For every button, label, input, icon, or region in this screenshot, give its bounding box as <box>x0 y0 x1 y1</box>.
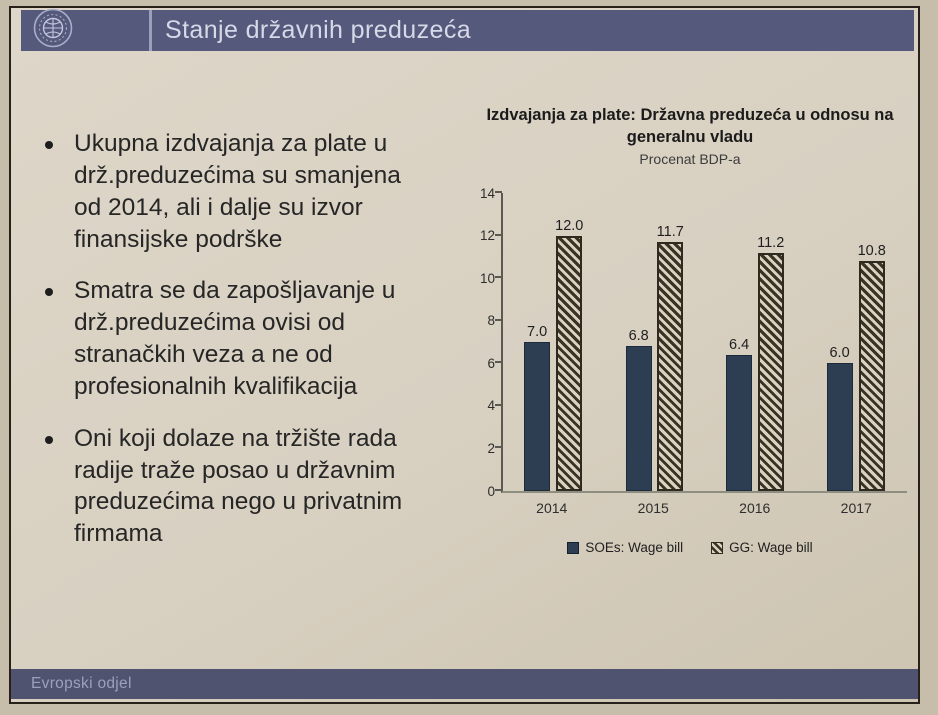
bar-column: 7.0 <box>524 323 551 491</box>
y-axis-tick <box>495 446 502 449</box>
legend-solid-swatch-icon <box>567 541 580 554</box>
bullet-item-3: Oni koji dolaze na tržište rada radije t… <box>41 423 423 550</box>
footer-label: Evropski odjel <box>31 675 132 692</box>
bar-soes-2015 <box>625 346 652 491</box>
bar-value-label: 10.8 <box>857 242 886 259</box>
bullet-item-1: Ukupna izdvajanja za plate u drž.preduze… <box>41 128 423 255</box>
x-axis-label: 2016 <box>739 500 771 516</box>
bar-value-label: 6.0 <box>829 344 850 361</box>
bar-gg-2015 <box>657 242 684 491</box>
y-axis-tick-label: 12 <box>479 227 495 243</box>
y-axis-tick <box>495 489 502 491</box>
bar-column: 6.4 <box>726 336 753 491</box>
bar-value-label: 6.4 <box>729 336 750 353</box>
legend-label: SOEs: Wage bill <box>585 540 684 555</box>
logo-box <box>21 8 149 53</box>
bar-gg-2014 <box>556 236 583 491</box>
bar-gg-2016 <box>757 253 784 491</box>
y-axis-tick-label: 2 <box>487 440 495 456</box>
bar-group-2015: 6.8 11.7 <box>625 223 684 491</box>
bar-value-label: 11.7 <box>656 223 684 240</box>
wage-bill-chart: Izdvajanja za plate: Državna preduzeća u… <box>459 104 921 576</box>
imf-logo-icon <box>33 8 73 53</box>
x-axis-label: 2015 <box>637 500 669 516</box>
bullet-item-2: Smatra se da zapošljavanje u drž.preduze… <box>41 275 423 402</box>
header-divider <box>149 10 152 51</box>
bar-column: 6.0 <box>826 344 853 491</box>
bar-group-2016: 6.4 11.2 <box>726 234 785 491</box>
bar-value-label: 7.0 <box>527 323 548 340</box>
bar-soes-2016 <box>726 355 753 491</box>
slide-header: Stanje državnih preduzeća <box>21 8 914 53</box>
y-axis-tick <box>495 361 502 364</box>
y-axis-tick-label: 8 <box>487 312 495 328</box>
y-axis-tick <box>495 276 502 279</box>
bar-column: 6.8 <box>625 327 652 491</box>
bar-soes-2014 <box>524 342 551 491</box>
bar-soes-2017 <box>826 363 853 491</box>
chart-x-axis: 2014 2015 2016 2017 <box>501 500 907 516</box>
bar-group-2017: 6.0 10.8 <box>826 242 886 491</box>
y-axis-tick-label: 0 <box>487 483 495 499</box>
bar-groups: 7.0 12.0 6.8 11.7 6.4 11.2 6.0 10.8 <box>503 193 907 491</box>
legend-item: SOEs: Wage bill <box>567 540 683 555</box>
bar-group-2014: 7.0 12.0 <box>524 217 584 491</box>
y-axis-tick <box>495 191 502 193</box>
legend-label: GG: Wage bill <box>729 540 813 555</box>
bar-column: 11.7 <box>656 223 684 491</box>
legend-hatched-swatch-icon <box>711 541 724 554</box>
bar-value-label: 6.8 <box>628 327 649 344</box>
chart-subtitle: Procenat BDP-a <box>639 150 741 167</box>
bar-column: 11.2 <box>757 234 785 491</box>
bar-value-label: 11.2 <box>757 234 785 251</box>
bar-column: 10.8 <box>857 242 886 491</box>
y-axis-tick-label: 10 <box>479 270 495 286</box>
chart-plot-area: 0 2 4 6 8 10 12 14 7.0 12.0 6.8 11.7 6.4 11.2 6.0 10.8 <box>480 186 907 497</box>
slide-footer: Evropski odjel <box>11 669 918 699</box>
y-axis-tick-label: 14 <box>479 185 495 201</box>
y-axis-tick-label: 6 <box>487 355 495 371</box>
y-axis-tick-label: 4 <box>487 398 495 414</box>
x-axis-label: 2017 <box>840 500 872 516</box>
bar-column: 12.0 <box>555 217 584 491</box>
legend-item: GG: Wage bill <box>711 540 813 555</box>
y-axis-tick <box>495 403 502 406</box>
x-axis-label: 2014 <box>536 500 568 516</box>
chart-legend: SOEs: Wage bill GG: Wage bill <box>459 540 921 555</box>
bar-value-label: 12.0 <box>555 217 584 234</box>
chart-title: Izdvajanja za plate: Državna preduzeća u… <box>486 106 894 147</box>
y-axis-tick <box>495 318 502 321</box>
y-axis-tick <box>495 233 502 236</box>
presentation-slide: Stanje državnih preduzeća Ukupna izdvaja… <box>9 6 920 704</box>
bar-gg-2017 <box>858 261 885 491</box>
bullet-list: Ukupna izdvajanja za plate u drž.preduze… <box>41 128 423 570</box>
page-title: Stanje državnih preduzeća <box>165 16 472 44</box>
